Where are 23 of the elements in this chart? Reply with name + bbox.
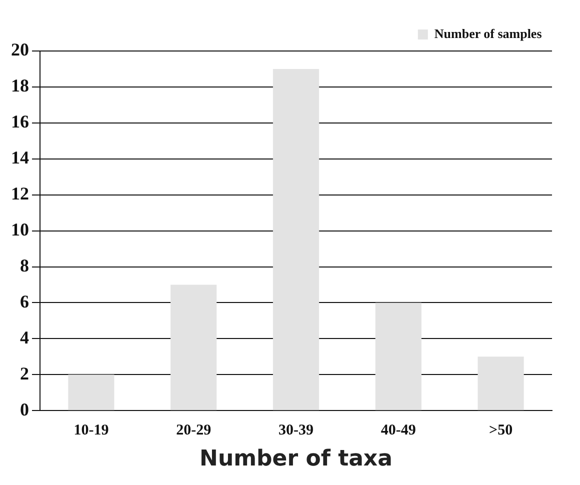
- x-tick-label: 40-49: [380, 422, 416, 438]
- y-tick-label: 0: [20, 399, 29, 420]
- x-tick-label: >50: [489, 422, 513, 438]
- y-tick-label: 12: [11, 183, 29, 204]
- bar: [68, 374, 114, 410]
- y-tick-label: 4: [20, 327, 29, 348]
- legend-label: Number of samples: [434, 26, 542, 41]
- x-tick-label: 20-29: [176, 422, 212, 438]
- bar: [272, 68, 320, 410]
- y-tick-label: 10: [11, 219, 29, 240]
- y-tick-label: 16: [11, 112, 29, 132]
- x-axis-title: Number of taxa: [200, 446, 392, 472]
- y-tick-label: 6: [20, 291, 29, 312]
- y-tick-label: 2: [20, 363, 29, 384]
- y-tick-label: 20: [11, 40, 29, 60]
- x-tick-label: 10-19: [74, 422, 109, 438]
- y-tick-label: 18: [11, 76, 29, 96]
- y-tick-label: 14: [11, 148, 29, 168]
- y-tick-label: 8: [20, 255, 29, 276]
- x-tick-label: 30-39: [278, 422, 314, 438]
- bar: [478, 356, 524, 410]
- bar: [170, 284, 217, 410]
- bar: [375, 302, 422, 410]
